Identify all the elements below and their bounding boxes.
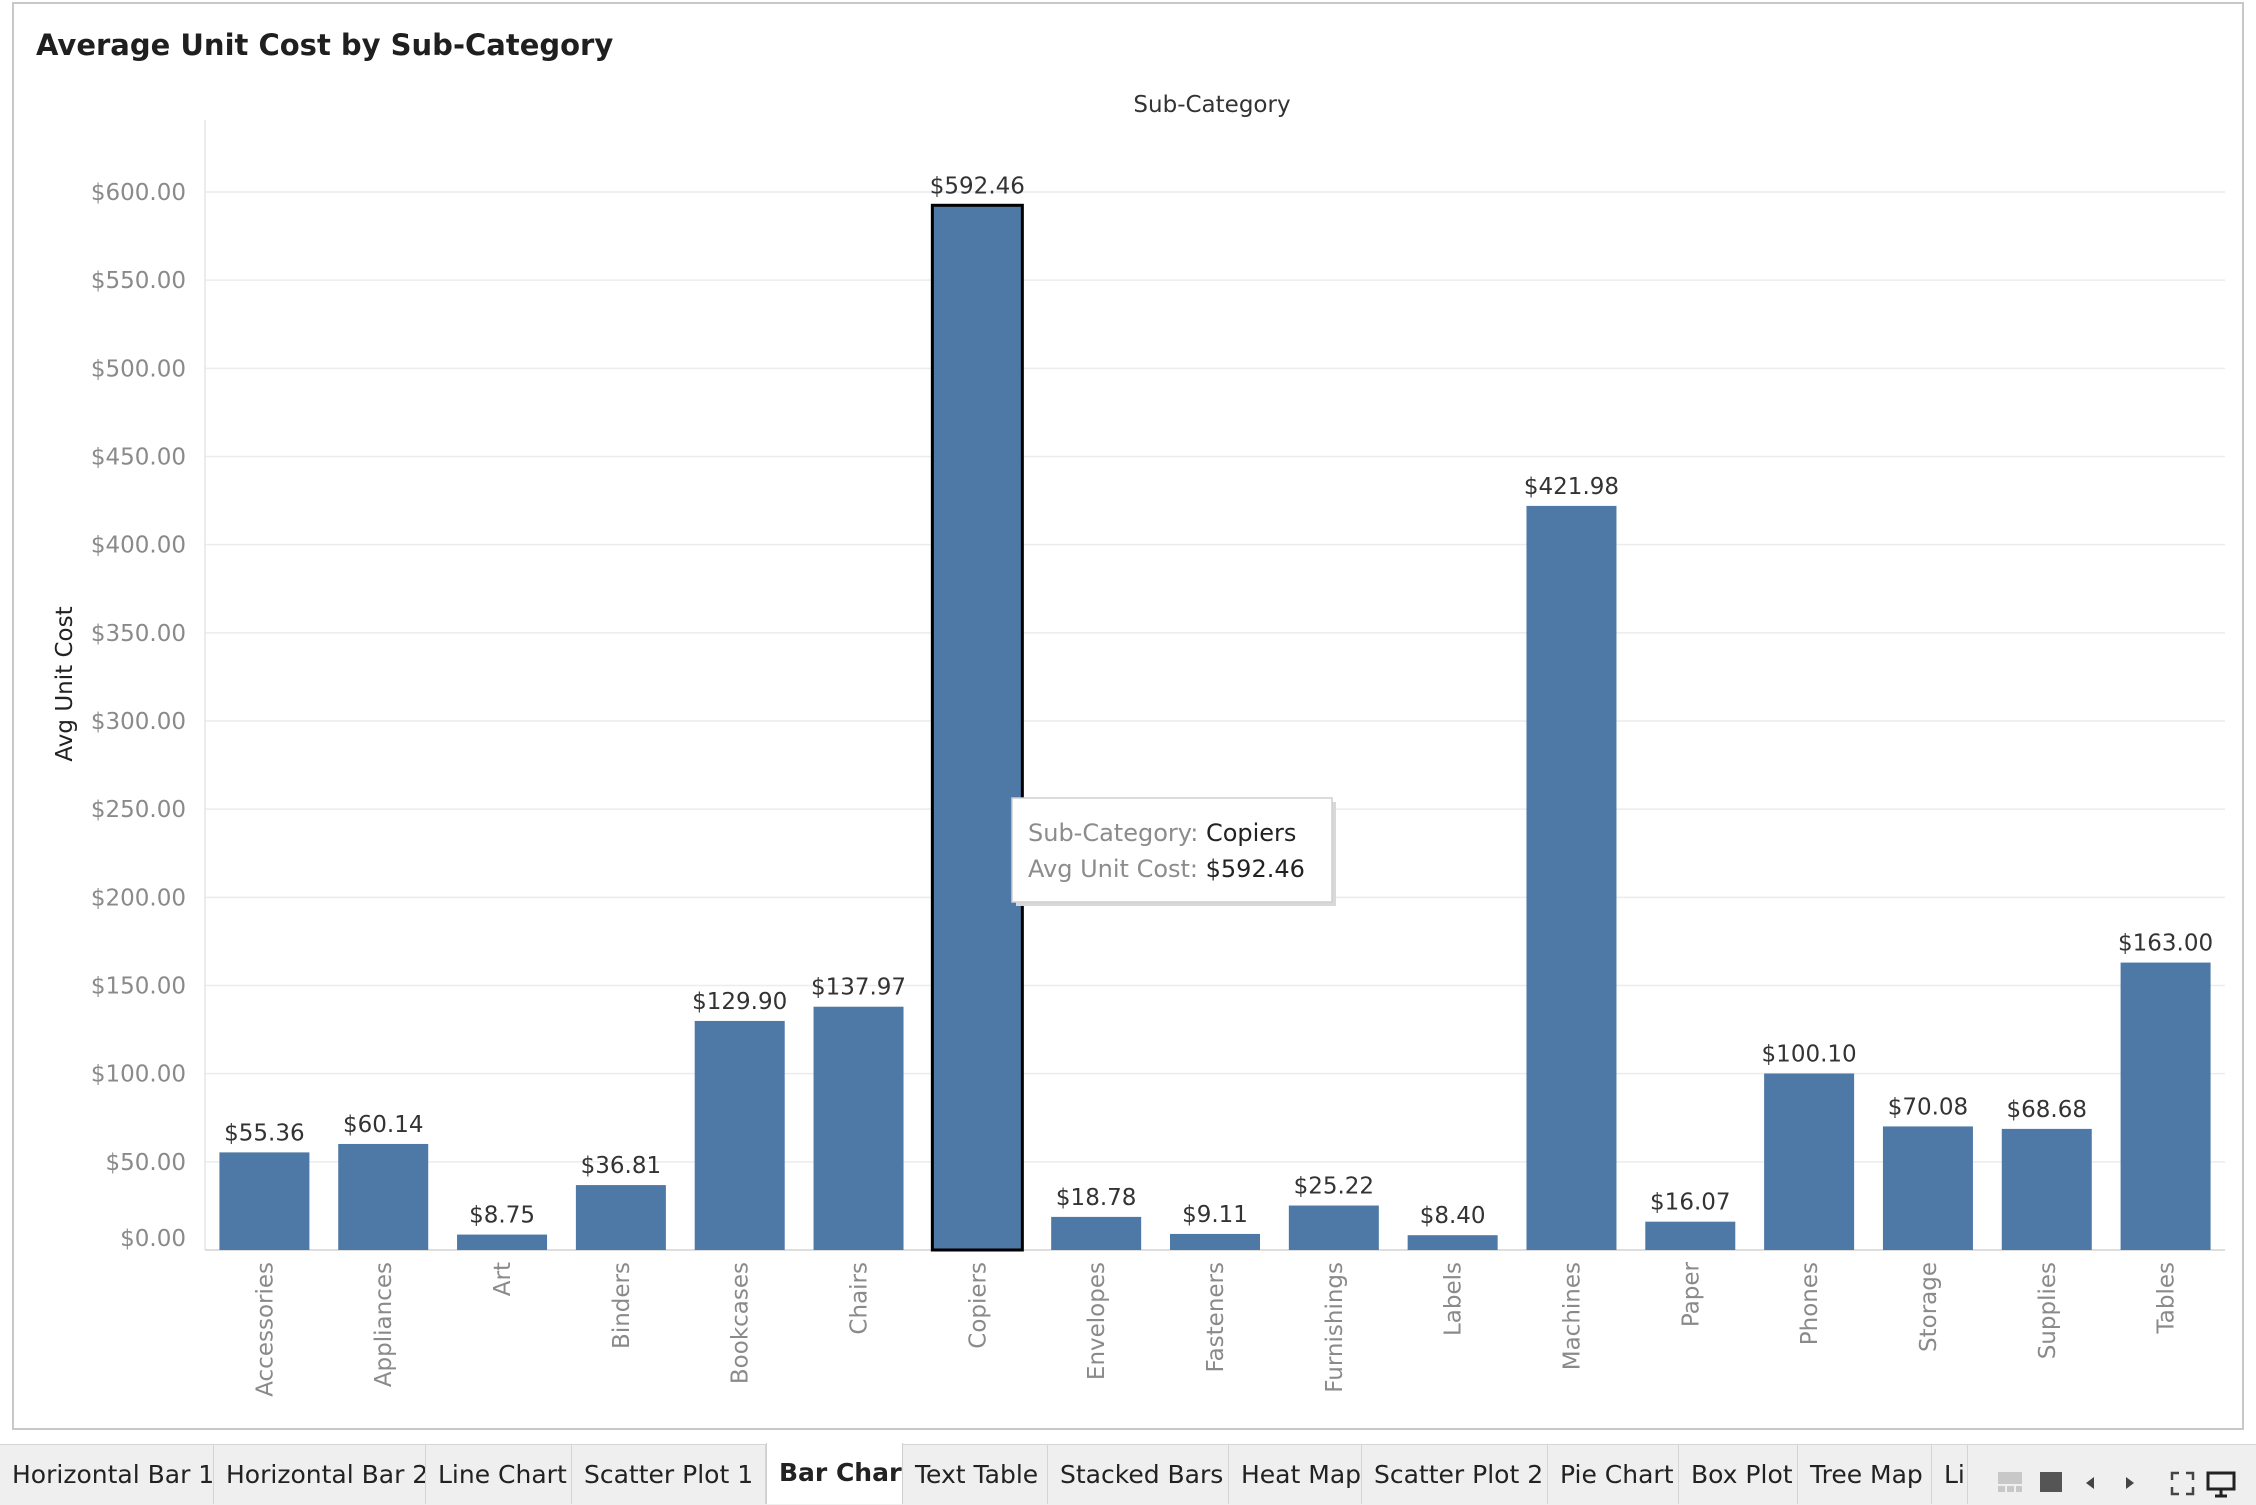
tab-line-chart[interactable]: Line Chart — [426, 1445, 572, 1504]
tooltip — [1011, 797, 1333, 903]
bar-binders[interactable] — [575, 1185, 666, 1250]
data-label-machines: $421.98 — [1524, 474, 1619, 500]
x-tick-label-bookcases: Bookcases — [728, 1262, 754, 1384]
bar-supplies[interactable] — [2001, 1128, 2092, 1250]
tab-scatter-plot-1[interactable]: Scatter Plot 1 — [572, 1445, 766, 1504]
fullscreen-icon[interactable] — [2170, 1471, 2195, 1496]
bar-chart: Sub-Category Avg Unit Cost $0.00 $50.00 $100… — [52, 92, 2225, 1397]
filmstrip-icon[interactable] — [1998, 1472, 2022, 1492]
x-tick-label-copiers: Copiers — [965, 1262, 991, 1349]
tiles-icon[interactable] — [2040, 1472, 2062, 1492]
data-label-furnishings: $25.22 — [1294, 1174, 1374, 1200]
sheet-controls — [1998, 1471, 2236, 1498]
presentation-icon[interactable] — [2206, 1471, 2236, 1498]
y-tick-label: $400.00 — [91, 533, 186, 559]
data-label-bookcases: $129.90 — [692, 989, 787, 1015]
y-tick-label: $550.00 — [91, 268, 186, 294]
bar-paper[interactable] — [1645, 1221, 1736, 1250]
tab-box-plot[interactable]: Box Plot — [1679, 1445, 1798, 1504]
x-tick-label-labels: Labels — [1441, 1262, 1467, 1336]
x-axis-label: Sub-Category — [1133, 92, 1290, 118]
x-tick-label-tables: Tables — [2154, 1262, 2180, 1334]
y-tick-label: $300.00 — [91, 709, 186, 735]
y-tick-label: $600.00 — [91, 180, 186, 206]
y-tick-label: $100.00 — [91, 1062, 186, 1088]
data-label-envelopes: $18.78 — [1056, 1185, 1136, 1211]
tab-stacked-bars[interactable]: Stacked Bars — [1048, 1445, 1229, 1504]
data-label-phones: $100.10 — [1762, 1041, 1857, 1067]
bar-appliances[interactable] — [338, 1143, 429, 1250]
tab-tree-map[interactable]: Tree Map — [1798, 1445, 1932, 1504]
data-label-art: $8.75 — [469, 1203, 535, 1229]
bar-fasteners[interactable] — [1170, 1233, 1260, 1250]
data-label-appliances: $60.14 — [343, 1112, 423, 1138]
x-tick-label-accessories: Accessories — [252, 1262, 278, 1397]
prev-sheet-icon[interactable] — [2086, 1477, 2094, 1489]
tab-li[interactable]: Li — [1932, 1445, 1968, 1504]
bar-labels[interactable] — [1407, 1235, 1498, 1250]
bar-bookcases[interactable] — [694, 1020, 785, 1250]
bar-phones[interactable] — [1764, 1073, 1855, 1250]
bar-tables[interactable] — [2120, 962, 2211, 1250]
y-tick-label: $450.00 — [91, 445, 186, 471]
x-tick-label-paper: Paper — [1678, 1261, 1704, 1327]
y-tick-label: $200.00 — [91, 885, 186, 911]
x-tick-label-storage: Storage — [1916, 1262, 1942, 1352]
x-tick-label-art: Art — [490, 1262, 516, 1296]
data-label-labels: $8.40 — [1420, 1203, 1486, 1229]
sheet-tab-bar: Horizontal Bar 1 Horizontal Bar 2 Line Cha… — [0, 1443, 2256, 1505]
tab-horizontal-bar-2[interactable]: Horizontal Bar 2 — [214, 1445, 426, 1504]
bar-accessories[interactable] — [219, 1152, 310, 1250]
tab-pie-chart[interactable]: Pie Chart — [1548, 1445, 1679, 1504]
tab-bar-chart[interactable]: Bar Chart — [766, 1443, 903, 1504]
y-tick-label: $0.00 — [120, 1226, 186, 1252]
tab-horizontal-bar-1[interactable]: Horizontal Bar 1 — [0, 1445, 214, 1504]
y-tick-label: $250.00 — [91, 797, 186, 823]
tooltip-line-avg-unit-cost: Avg Unit Cost: $592.46 — [1028, 855, 1305, 883]
y-axis-label: Avg Unit Cost — [52, 606, 78, 761]
tab-text-table[interactable]: Text Table — [903, 1445, 1048, 1504]
bar-furnishings[interactable] — [1288, 1205, 1379, 1250]
bar-art[interactable] — [457, 1234, 548, 1250]
bar-storage[interactable] — [1882, 1126, 1973, 1250]
x-tick-label-envelopes: Envelopes — [1084, 1262, 1110, 1380]
tab-heat-map[interactable]: Heat Map — [1229, 1445, 1362, 1504]
chart-title: Average Unit Cost by Sub-Category — [36, 28, 614, 62]
x-tick-label-supplies: Supplies — [2035, 1262, 2061, 1359]
data-label-accessories: $55.36 — [224, 1120, 304, 1146]
bar-envelopes[interactable] — [1051, 1216, 1142, 1250]
y-tick-label: $50.00 — [106, 1150, 186, 1176]
x-tick-label-phones: Phones — [1797, 1262, 1823, 1345]
data-label-copiers: $592.46 — [930, 173, 1025, 199]
data-label-binders: $36.81 — [581, 1153, 661, 1179]
x-tick-label-furnishings: Furnishings — [1322, 1262, 1348, 1393]
x-tick-label-fasteners: Fasteners — [1203, 1262, 1229, 1373]
x-tick-label-machines: Machines — [1559, 1262, 1585, 1370]
data-label-tables: $163.00 — [2118, 931, 2213, 957]
data-label-fasteners: $9.11 — [1182, 1202, 1248, 1228]
data-label-storage: $70.08 — [1888, 1094, 1968, 1120]
data-label-paper: $16.07 — [1650, 1190, 1730, 1216]
y-tick-label: $500.00 — [91, 356, 186, 382]
data-label-supplies: $68.68 — [2007, 1097, 2087, 1123]
data-label-chairs: $137.97 — [811, 975, 906, 1001]
y-tick-label: $350.00 — [91, 621, 186, 647]
x-tick-label-chairs: Chairs — [847, 1262, 873, 1335]
x-tick-label-binders: Binders — [609, 1262, 635, 1349]
tab-scatter-plot-2[interactable]: Scatter Plot 2 — [1362, 1445, 1548, 1504]
next-sheet-icon[interactable] — [2126, 1477, 2134, 1489]
bar-chairs[interactable] — [813, 1006, 904, 1250]
y-tick-label: $150.00 — [91, 974, 186, 1000]
tooltip-line-subcategory: Sub-Category: Copiers — [1028, 819, 1296, 847]
bar-copiers[interactable] — [930, 203, 1024, 1252]
bar-machines[interactable] — [1526, 505, 1617, 1251]
x-tick-label-appliances: Appliances — [371, 1262, 397, 1387]
